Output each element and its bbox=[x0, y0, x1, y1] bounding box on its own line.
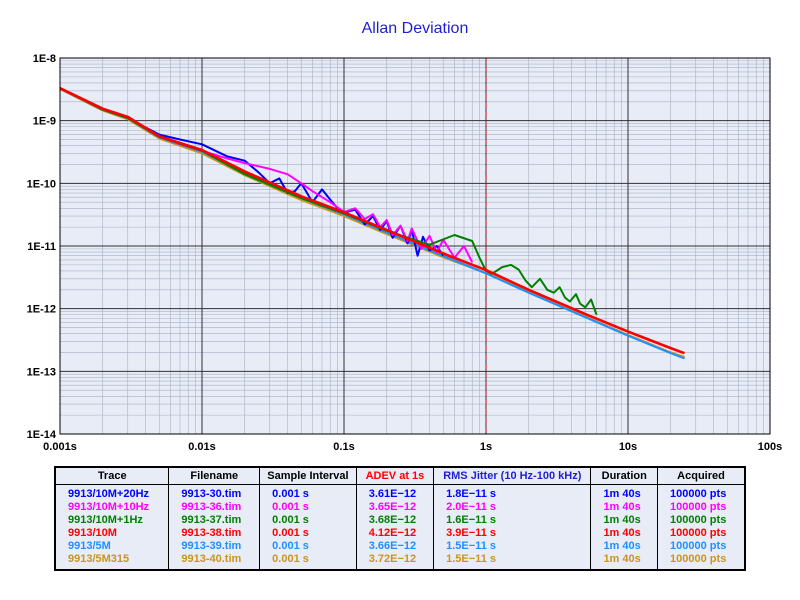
legend-cell: 1.5E−11 s bbox=[433, 540, 592, 553]
legend-cell: 9913/5M bbox=[54, 540, 170, 553]
series-lines bbox=[59, 87, 685, 360]
legend-cell: 9913/5M315 bbox=[54, 553, 170, 570]
legend-cell: 3.65E−12 bbox=[355, 501, 435, 514]
legend-cell: 1m 40s bbox=[590, 527, 659, 540]
legend-cell: 9913-30.tim bbox=[168, 484, 261, 501]
chart-title: Allan Deviation bbox=[362, 20, 469, 37]
legend-cell: 2.0E−11 s bbox=[433, 501, 592, 514]
legend-cell: 1m 40s bbox=[590, 553, 659, 570]
y-tick-label: 1E-13 bbox=[27, 366, 56, 378]
allan-deviation-chart: Allan Deviation 0.001s 0.01s 0.1s 1s 10s 100s… bbox=[27, 20, 783, 453]
legend-cell: 3.9E−11 s bbox=[433, 527, 592, 540]
legend-cell: 100000 pts bbox=[657, 527, 746, 540]
y-tick-label: 1E-10 bbox=[27, 178, 56, 190]
legend-cell: 4.12E−12 bbox=[355, 527, 435, 540]
x-tick-label: 0.001s bbox=[43, 441, 77, 453]
x-tick-label: 100s bbox=[758, 441, 782, 453]
x-tick-label: 1s bbox=[480, 441, 492, 453]
legend-cell: 0.001 s bbox=[259, 514, 357, 527]
x-tick-label: 0.1s bbox=[333, 441, 354, 453]
trace-legend-table: Trace Filename Sample Interval ADEV at 1s RM… bbox=[54, 466, 746, 571]
legend-row: 9913/10M+10Hz 9913-36.tim 0.001 s 3.65E−12 2… bbox=[54, 501, 746, 514]
y-tick-label: 1E-14 bbox=[27, 429, 57, 441]
legend-cell: 1.6E−11 s bbox=[433, 514, 592, 527]
legend-cell: 0.001 s bbox=[259, 527, 357, 540]
legend-cell: 9913/10M bbox=[54, 527, 170, 540]
legend-cell: 9913/10M+10Hz bbox=[54, 501, 170, 514]
legend-cell: 1m 40s bbox=[590, 501, 659, 514]
x-tick-label: 0.01s bbox=[188, 441, 216, 453]
legend-cell: 3.68E−12 bbox=[355, 514, 435, 527]
legend-cell: 3.61E−12 bbox=[355, 484, 435, 501]
legend-header-row: Trace Filename Sample Interval ADEV at 1s RM… bbox=[54, 466, 746, 485]
y-tick-label: 1E-11 bbox=[27, 241, 56, 253]
legend-row: 9913/10M+20Hz 9913-30.tim 0.001 s 3.61E−12 1… bbox=[54, 484, 746, 501]
legend-row: 9913/5M315 9913-40.tim 0.001 s 3.72E−12 1.5E… bbox=[54, 553, 746, 570]
y-axis-ticks: 1E-14 1E-13 1E-12 1E-11 1E-10 1E-9 1E-8 bbox=[27, 53, 57, 441]
legend-cell: 100000 pts bbox=[657, 540, 746, 553]
legend-cell: 9913/10M+20Hz bbox=[54, 484, 170, 501]
legend-cell: 100000 pts bbox=[657, 484, 746, 501]
x-axis-ticks: 0.001s 0.01s 0.1s 1s 10s 100s bbox=[43, 441, 782, 453]
legend-header-cell: ADEV at 1s bbox=[355, 466, 435, 485]
series-line-2 bbox=[59, 87, 598, 316]
legend-cell: 1.8E−11 s bbox=[433, 484, 592, 501]
series-line-3 bbox=[59, 87, 685, 355]
legend-row: 9913/10M 9913-38.tim 0.001 s 4.12E−12 3.9E−1… bbox=[54, 527, 746, 540]
legend-cell: 9913-36.tim bbox=[168, 501, 261, 514]
y-tick-label: 1E-8 bbox=[33, 53, 56, 65]
legend-cell: 9913/10M+1Hz bbox=[54, 514, 170, 527]
legend-cell: 9913-40.tim bbox=[168, 553, 261, 570]
x-tick-label: 10s bbox=[619, 441, 637, 453]
legend-cell: 1m 40s bbox=[590, 540, 659, 553]
legend-cell: 1.5E−11 s bbox=[433, 553, 592, 570]
y-tick-label: 1E-12 bbox=[27, 304, 56, 316]
legend-header-cell: Sample Interval bbox=[259, 466, 357, 485]
legend-cell: 9913-39.tim bbox=[168, 540, 261, 553]
y-tick-label: 1E-9 bbox=[33, 116, 56, 128]
legend-cell: 100000 pts bbox=[657, 553, 746, 570]
legend-cell: 0.001 s bbox=[259, 540, 357, 553]
legend-cell: 100000 pts bbox=[657, 514, 746, 527]
legend-header-cell: RMS Jitter (10 Hz-100 kHz) bbox=[433, 466, 592, 485]
legend-row: 9913/10M+1Hz 9913-37.tim 0.001 s 3.68E−12 1.… bbox=[54, 514, 746, 527]
legend-cell: 9913-38.tim bbox=[168, 527, 261, 540]
legend-cell: 1m 40s bbox=[590, 484, 659, 501]
legend-row: 9913/5M 9913-39.tim 0.001 s 3.66E−12 1.5E−11… bbox=[54, 540, 746, 553]
legend-header-cell: Trace bbox=[54, 466, 170, 485]
legend-cell: 9913-37.tim bbox=[168, 514, 261, 527]
legend-cell: 1m 40s bbox=[590, 514, 659, 527]
plot-border bbox=[59, 57, 771, 435]
legend-header-cell: Duration bbox=[590, 466, 659, 485]
legend-cell: 3.66E−12 bbox=[355, 540, 435, 553]
legend-cell: 100000 pts bbox=[657, 501, 746, 514]
legend-header-cell: Filename bbox=[168, 466, 261, 485]
legend-cell: 0.001 s bbox=[259, 484, 357, 501]
legend-cell: 3.72E−12 bbox=[355, 553, 435, 570]
legend-body: 9913/10M+20Hz 9913-30.tim 0.001 s 3.61E−12 1… bbox=[54, 484, 746, 570]
legend-cell: 0.001 s bbox=[259, 553, 357, 570]
legend-cell: 0.001 s bbox=[259, 501, 357, 514]
legend-header-cell: Acquired bbox=[657, 466, 746, 485]
